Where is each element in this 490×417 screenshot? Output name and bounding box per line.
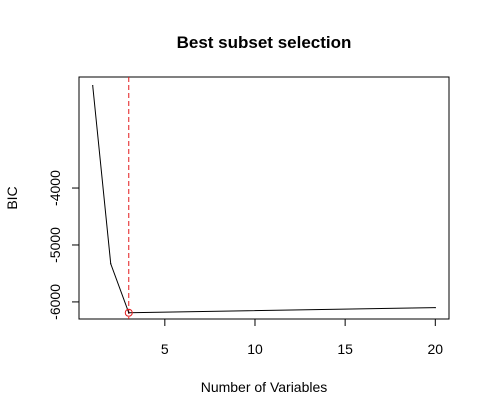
y-tick-label-6000: -6000 xyxy=(47,284,63,320)
x-tick-label-20: 20 xyxy=(428,341,444,357)
bic-point-3 xyxy=(128,312,130,314)
bic-series-line xyxy=(92,85,436,314)
min-bic-marker xyxy=(124,308,133,317)
bic-point-20 xyxy=(434,307,436,309)
x-tick-label-10: 10 xyxy=(247,341,263,357)
x-tick-label-15: 15 xyxy=(337,341,353,357)
plot-layer: 5 10 15 20 -6000 -5000 -4000 xyxy=(47,77,443,357)
x-axis-label: Number of Variables xyxy=(201,379,328,395)
bic-point-2 xyxy=(110,263,112,265)
y-tick-label-4000: -4000 xyxy=(47,170,63,206)
chart-title: Best subset selection xyxy=(177,33,352,52)
x-tick-label-5: 5 xyxy=(161,341,169,357)
plot-frame xyxy=(78,76,450,320)
y-axis-label: BIC xyxy=(4,186,20,209)
y-tick-label-5000: -5000 xyxy=(47,227,63,263)
bic-point-1 xyxy=(92,84,94,87)
